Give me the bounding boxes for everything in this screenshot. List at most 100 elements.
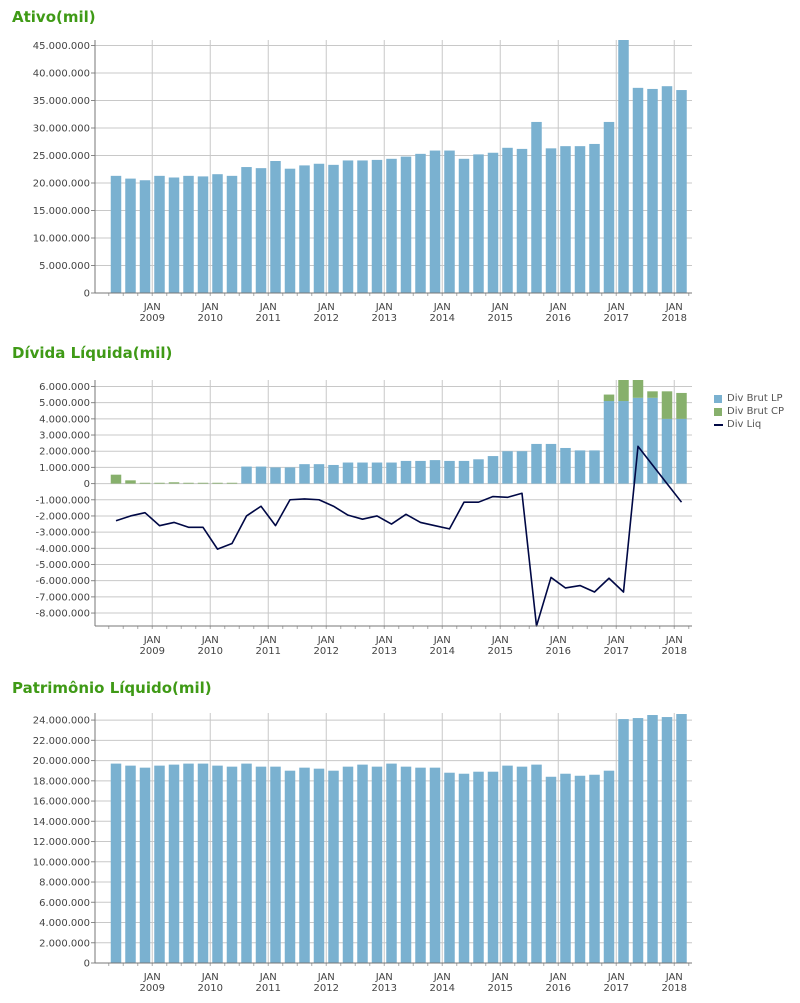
legend-item-div-brut-lp: Div Brut LP [714, 392, 784, 405]
bar [371, 159, 383, 293]
x-tick-label-month: JAN [665, 972, 683, 983]
bar-div-brut-cp [125, 480, 136, 484]
bar [647, 88, 658, 293]
bar [386, 158, 397, 293]
bar-div-brut-lp [429, 460, 441, 484]
y-tick-label: -6.000.000 [35, 576, 90, 587]
bar [458, 158, 470, 293]
x-tick-label-year: 2013 [372, 646, 397, 657]
x-tick-label-month: JAN [259, 972, 277, 983]
patrimonio-chart: 0 2.000.000 4.000.000 6.000.000 8.000.000 10.… [33, 713, 692, 994]
bar [328, 770, 339, 963]
y-tick-label: 6.000.000 [39, 382, 90, 393]
bar-div-brut-lp [618, 401, 629, 484]
bar [429, 767, 441, 963]
y-tick-label: 4.000.000 [39, 918, 90, 929]
bar [183, 175, 194, 293]
x-tick-label-month: JAN [491, 635, 509, 646]
bar [110, 175, 122, 293]
x-tick-label-month: JAN [317, 302, 335, 313]
x-tick-label-month: JAN [549, 972, 567, 983]
y-tick-label: 15.000.000 [33, 206, 90, 217]
bar [531, 764, 542, 963]
bar [618, 719, 629, 963]
y-tick-label: 12.000.000 [33, 837, 90, 848]
bar [589, 774, 600, 963]
y-tick-label: 10.000.000 [33, 234, 90, 245]
bar [676, 714, 687, 963]
bar [270, 766, 281, 963]
y-tick-label: 10.000.000 [33, 857, 90, 868]
bar [502, 147, 513, 293]
x-tick-label-year: 2018 [662, 313, 687, 324]
bar [647, 715, 658, 963]
x-tick-label-year: 2018 [662, 983, 687, 994]
bar [487, 152, 499, 293]
legend-label-cp: Div Brut CP [727, 406, 784, 417]
y-tick-label: 5.000.000 [39, 398, 90, 409]
bar-div-brut-cp [661, 391, 673, 419]
bar [473, 154, 484, 293]
x-tick-label-year: 2015 [488, 646, 513, 657]
x-tick-label-year: 2014 [430, 313, 455, 324]
bar-div-brut-lp [328, 464, 339, 484]
x-tick-label-year: 2010 [198, 313, 223, 324]
x-tick-label-month: JAN [143, 972, 161, 983]
y-tick-label: -7.000.000 [35, 592, 90, 603]
bar [473, 771, 484, 963]
x-tick-label-year: 2011 [256, 983, 281, 994]
bar [212, 765, 223, 963]
bar [226, 766, 238, 963]
bar [139, 767, 151, 963]
bar [168, 764, 180, 963]
x-tick-label-year: 2009 [140, 983, 165, 994]
bar [400, 766, 412, 963]
bar [545, 148, 557, 293]
y-tick-label: -8.000.000 [35, 609, 90, 620]
bar-div-brut-lp [342, 462, 354, 484]
bar [226, 175, 238, 293]
bar [589, 143, 600, 293]
x-tick-label-year: 2016 [546, 646, 571, 657]
x-tick-label-year: 2010 [198, 646, 223, 657]
x-tick-label-month: JAN [665, 635, 683, 646]
legend-label-lp: Div Brut LP [727, 393, 783, 404]
bar-div-brut-cp [226, 482, 238, 484]
bar-div-brut-lp [589, 450, 600, 484]
bar-div-brut-lp [444, 460, 455, 484]
bar [429, 150, 441, 293]
bar [357, 160, 368, 293]
ativo-chart-title: Ativo(mil) [12, 8, 96, 26]
bar [241, 167, 252, 293]
y-tick-label: -5.000.000 [35, 560, 90, 571]
x-tick-label-month: JAN [201, 972, 219, 983]
y-tick-label: -4.000.000 [35, 544, 90, 555]
bar [444, 772, 455, 963]
y-tick-label: 20.000.000 [33, 756, 90, 767]
bar [444, 150, 455, 293]
x-tick-label-year: 2017 [604, 983, 629, 994]
y-tick-label: 3.000.000 [39, 431, 90, 442]
bar [125, 178, 136, 293]
y-tick-label: 5.000.000 [39, 261, 90, 272]
y-tick-label: 0 [84, 959, 90, 970]
y-tick-label: -3.000.000 [35, 528, 90, 539]
x-tick-label-year: 2012 [314, 646, 339, 657]
bar [415, 767, 426, 963]
bar [197, 176, 209, 293]
y-tick-label: 8.000.000 [39, 878, 90, 889]
bar-div-brut-lp [603, 401, 615, 484]
bar [618, 40, 629, 293]
x-tick-label-year: 2012 [314, 983, 339, 994]
x-tick-label-month: JAN [433, 302, 451, 313]
bar [574, 146, 586, 293]
bar [125, 765, 136, 963]
bar [270, 161, 281, 293]
y-tick-label: 18.000.000 [33, 776, 90, 787]
bar [661, 86, 673, 293]
bar [328, 164, 339, 293]
y-tick-label: 6.000.000 [39, 898, 90, 909]
x-tick-label-month: JAN [375, 302, 393, 313]
bar-div-brut-cp [647, 391, 658, 398]
bar-div-brut-cp [110, 474, 122, 484]
